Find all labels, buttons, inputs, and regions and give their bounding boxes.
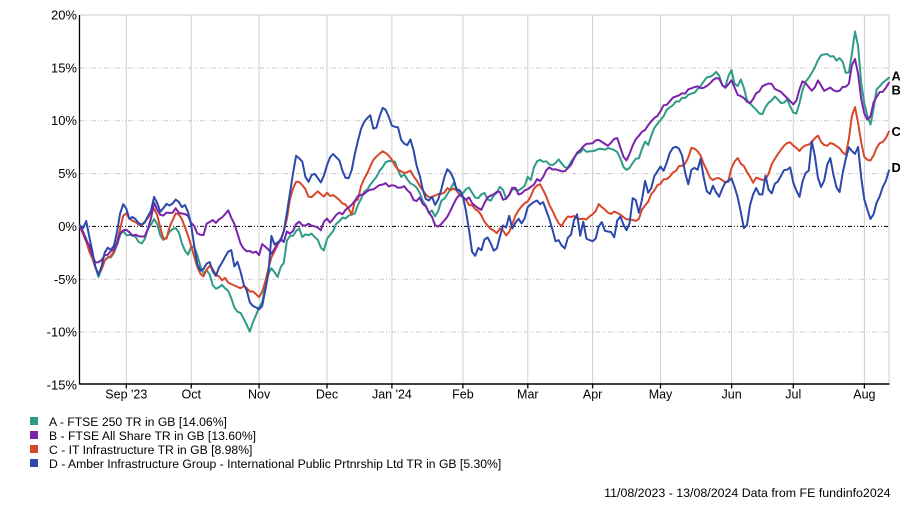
svg-text:20%: 20% — [51, 8, 77, 23]
svg-text:Jan '24: Jan '24 — [372, 388, 412, 402]
svg-text:15%: 15% — [51, 60, 77, 75]
svg-text:May: May — [649, 388, 673, 402]
svg-text:A - FTSE 250 TR in GB [14.06%]: A - FTSE 250 TR in GB [14.06%] — [49, 415, 227, 429]
svg-text:Jun: Jun — [722, 388, 742, 402]
svg-text:10%: 10% — [51, 113, 77, 128]
svg-text:0%: 0% — [58, 219, 77, 234]
svg-text:C - IT Infrastructure TR in GB: C - IT Infrastructure TR in GB [8.98%] — [49, 443, 252, 457]
svg-text:C: C — [892, 124, 900, 139]
svg-text:-10%: -10% — [47, 325, 78, 340]
svg-text:11/08/2023 - 13/08/2024 Data f: 11/08/2023 - 13/08/2024 Data from FE fun… — [604, 486, 890, 500]
svg-text:B - FTSE All Share TR in GB [1: B - FTSE All Share TR in GB [13.60%] — [49, 429, 256, 443]
svg-text:Apr: Apr — [583, 388, 602, 402]
svg-text:Dec: Dec — [316, 388, 338, 402]
svg-text:Jul: Jul — [785, 388, 801, 402]
svg-text:Oct: Oct — [181, 388, 201, 402]
svg-text:-15%: -15% — [47, 378, 78, 393]
svg-text:Sep '23: Sep '23 — [105, 388, 147, 402]
svg-text:D: D — [892, 160, 900, 175]
svg-text:Aug: Aug — [853, 388, 875, 402]
svg-text:D - Amber Infrastructure Group: D - Amber Infrastructure Group - Interna… — [49, 457, 501, 471]
svg-text:A: A — [892, 69, 900, 84]
svg-text:Mar: Mar — [517, 388, 539, 402]
svg-text:Nov: Nov — [248, 388, 271, 402]
svg-text:Feb: Feb — [452, 388, 474, 402]
svg-text:5%: 5% — [58, 166, 77, 181]
svg-text:-5%: -5% — [54, 272, 78, 287]
svg-text:B: B — [892, 83, 900, 98]
